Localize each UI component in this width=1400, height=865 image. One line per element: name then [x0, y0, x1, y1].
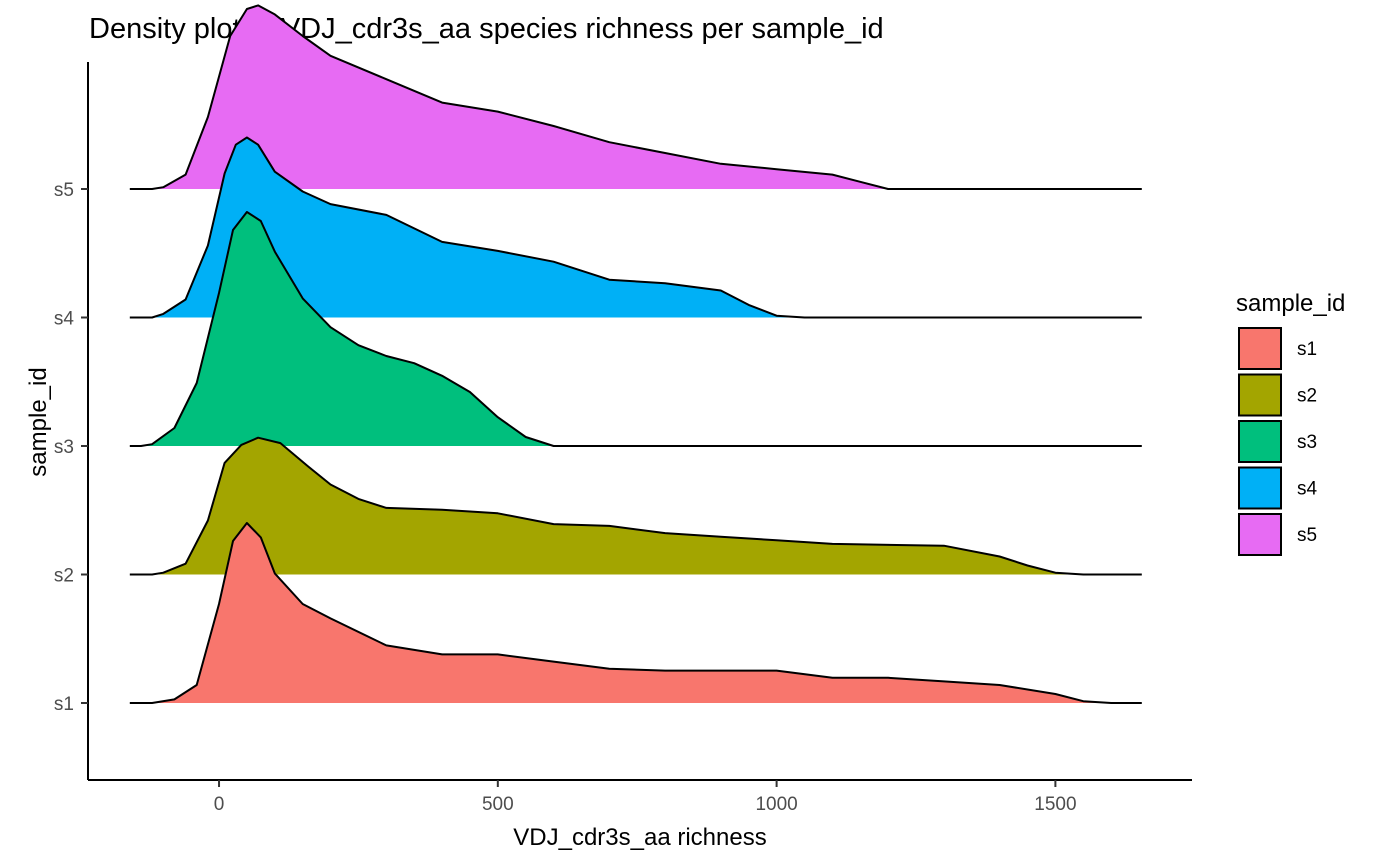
ridge-s3	[129, 211, 1142, 447]
legend-swatch-s5	[1238, 513, 1282, 556]
x-tick-label: 0	[214, 794, 225, 815]
ridge-s4	[129, 136, 1142, 319]
x-axis-ticks: 0 500 1000 1500	[214, 780, 1077, 815]
ridge-outline-s2	[129, 436, 1142, 576]
legend-swatch-s3	[1238, 420, 1282, 463]
ridge-area-s3	[129, 212, 1142, 446]
legend-label-s3: s3	[1297, 432, 1317, 453]
ridge-area-s4	[129, 137, 1142, 318]
ridge-area-s1	[129, 523, 1142, 703]
legend: sample_id s1 s2 s3 s4 s5	[1236, 290, 1345, 556]
ridge-s1	[129, 522, 1142, 704]
ridge-area-s2	[129, 437, 1142, 575]
legend-swatch-s4	[1238, 466, 1282, 510]
y-tick-label: s2	[54, 566, 74, 587]
ridge-outline-s5	[129, 4, 1142, 190]
y-tick-label: s1	[54, 694, 74, 715]
y-axis-ticks: s1 s2 s3 s4 s5	[54, 180, 88, 715]
x-tick-label: 1500	[1034, 794, 1076, 815]
y-axis-title: sample_id	[25, 367, 52, 476]
legend-swatch-s2	[1238, 373, 1282, 417]
y-tick-label: s5	[54, 180, 74, 201]
y-tick-label: s3	[54, 437, 74, 458]
ridge-s2	[129, 436, 1142, 576]
ridge-outline-s3	[129, 211, 1142, 447]
x-tick-label: 1000	[755, 794, 797, 815]
x-axis-title: VDJ_cdr3s_aa richness	[513, 824, 766, 851]
ridge-area-s5	[129, 5, 1142, 190]
x-tick-label: 500	[482, 794, 514, 815]
legend-label-s5: s5	[1297, 525, 1317, 546]
ridges-layer	[129, 4, 1142, 704]
legend-label-s4: s4	[1297, 479, 1318, 500]
legend-label-s1: s1	[1297, 339, 1317, 360]
legend-swatch-s1	[1238, 327, 1282, 370]
y-tick-label: s4	[54, 309, 75, 330]
legend-title: sample_id	[1236, 290, 1345, 317]
ridge-outline-s1	[129, 522, 1142, 704]
legend-label-s2: s2	[1297, 386, 1317, 407]
ridge-s5	[129, 4, 1142, 190]
chart-title: Density plot of VDJ_cdr3s_aa species ric…	[89, 13, 884, 45]
ridge-outline-s4	[129, 136, 1142, 319]
